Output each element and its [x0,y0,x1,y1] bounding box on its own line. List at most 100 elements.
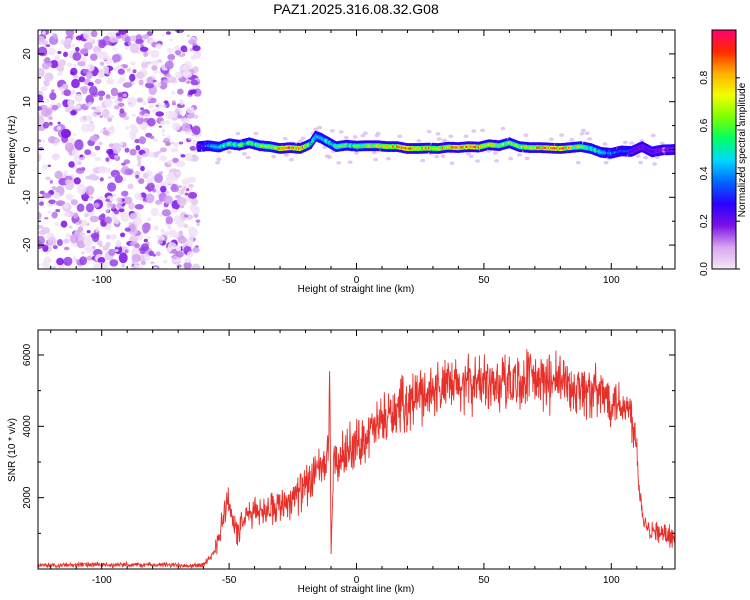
noise-blob [161,209,172,217]
trace-halo [603,160,609,165]
noise-blob [140,107,144,111]
noise-blob [83,42,93,50]
trace-halo [654,155,660,159]
noise-blob [55,200,66,207]
noise-blob [163,195,173,205]
noise-blob [162,133,166,137]
noise-blob [188,183,194,188]
noise-blob [70,89,76,95]
noise-blob [95,227,100,232]
spectrogram-x-tick-label: 50 [478,275,490,286]
noise-blob [170,184,180,193]
noise-blob [184,192,189,196]
noise-blob [47,236,57,247]
noise-blob [85,103,89,107]
noise-blob [74,161,82,166]
noise-blob [83,213,89,218]
noise-blob [153,225,159,231]
noise-blob [42,164,48,170]
noise-blob [150,261,155,265]
noise-blob [52,192,61,199]
noise-blob [142,173,149,179]
noise-blob [110,87,119,97]
noise-blob [140,165,145,172]
trace-halo [371,150,377,155]
trace-halo [354,151,359,155]
noise-blob [118,30,127,35]
trace-halo [643,155,649,160]
trace-halo [548,137,554,142]
noise-blob [122,142,127,146]
spectrogram-x-tick-label: 100 [603,275,620,286]
noise-blob [83,30,92,40]
noise-blob [45,251,49,255]
noise-blob [113,218,120,225]
trace-halo [416,139,422,143]
noise-blob [120,190,129,197]
noise-blob [141,62,148,68]
trace-halo [216,157,222,162]
noise-blob [150,60,160,66]
noise-blob [106,148,114,155]
noise-blob [138,115,143,119]
noise-blob [98,214,105,221]
noise-blob [138,79,144,86]
noise-blob [178,230,184,236]
noise-blob [131,126,139,135]
noise-blob [39,201,44,206]
noise-blob [56,257,65,266]
trace-halo [449,161,455,166]
noise-blob [140,260,146,266]
trace-halo [471,129,477,133]
trace-halo [492,151,498,155]
noise-blob [192,45,201,52]
trace-halo [373,157,379,162]
snr-x-tick-label: 50 [478,575,490,586]
noise-blob [98,141,103,146]
noise-blob [89,215,99,223]
snr-y-tick-label: 2000 [22,486,33,509]
noise-blob [186,81,191,84]
noise-blob [150,207,159,217]
noise-blob [70,199,78,206]
noise-blob [60,220,68,228]
noise-blob [162,104,167,108]
noise-blob [131,113,136,117]
noise-blob [107,182,117,192]
noise-blob [109,259,119,267]
noise-blob [135,174,140,179]
colorbar-tick-label: 0.0 [699,262,710,276]
noise-blob [158,125,162,128]
noise-blob [98,243,103,248]
noise-blob [105,198,110,202]
noise-blob [38,94,44,103]
noise-blob [178,185,182,189]
signal-trace [196,125,675,166]
noise-blob [94,145,101,151]
noise-blob [130,213,137,219]
noise-blob [153,81,162,88]
noise-blob [72,51,82,61]
noise-blob [195,219,201,223]
noise-blob [177,88,184,95]
noise-blob [114,245,123,255]
noise-blob [166,173,174,181]
noise-blob [114,249,119,252]
noise-blob [125,126,130,130]
noise-blob [106,77,114,85]
noise-blob [98,95,104,101]
noise-blob [145,186,149,190]
noise-blob [147,235,151,240]
noise-blob [97,71,105,78]
snr-x-tick-label: -100 [92,575,112,586]
noise-blob [160,228,165,234]
noise-blob [72,256,78,262]
noise-blob [65,233,72,239]
noise-blob [155,43,162,49]
noise-blob [179,64,188,70]
noise-blob [151,65,158,71]
noise-blob [38,196,44,202]
noise-blob [38,263,41,267]
noise-blob [94,78,102,85]
noise-blob [170,147,179,153]
